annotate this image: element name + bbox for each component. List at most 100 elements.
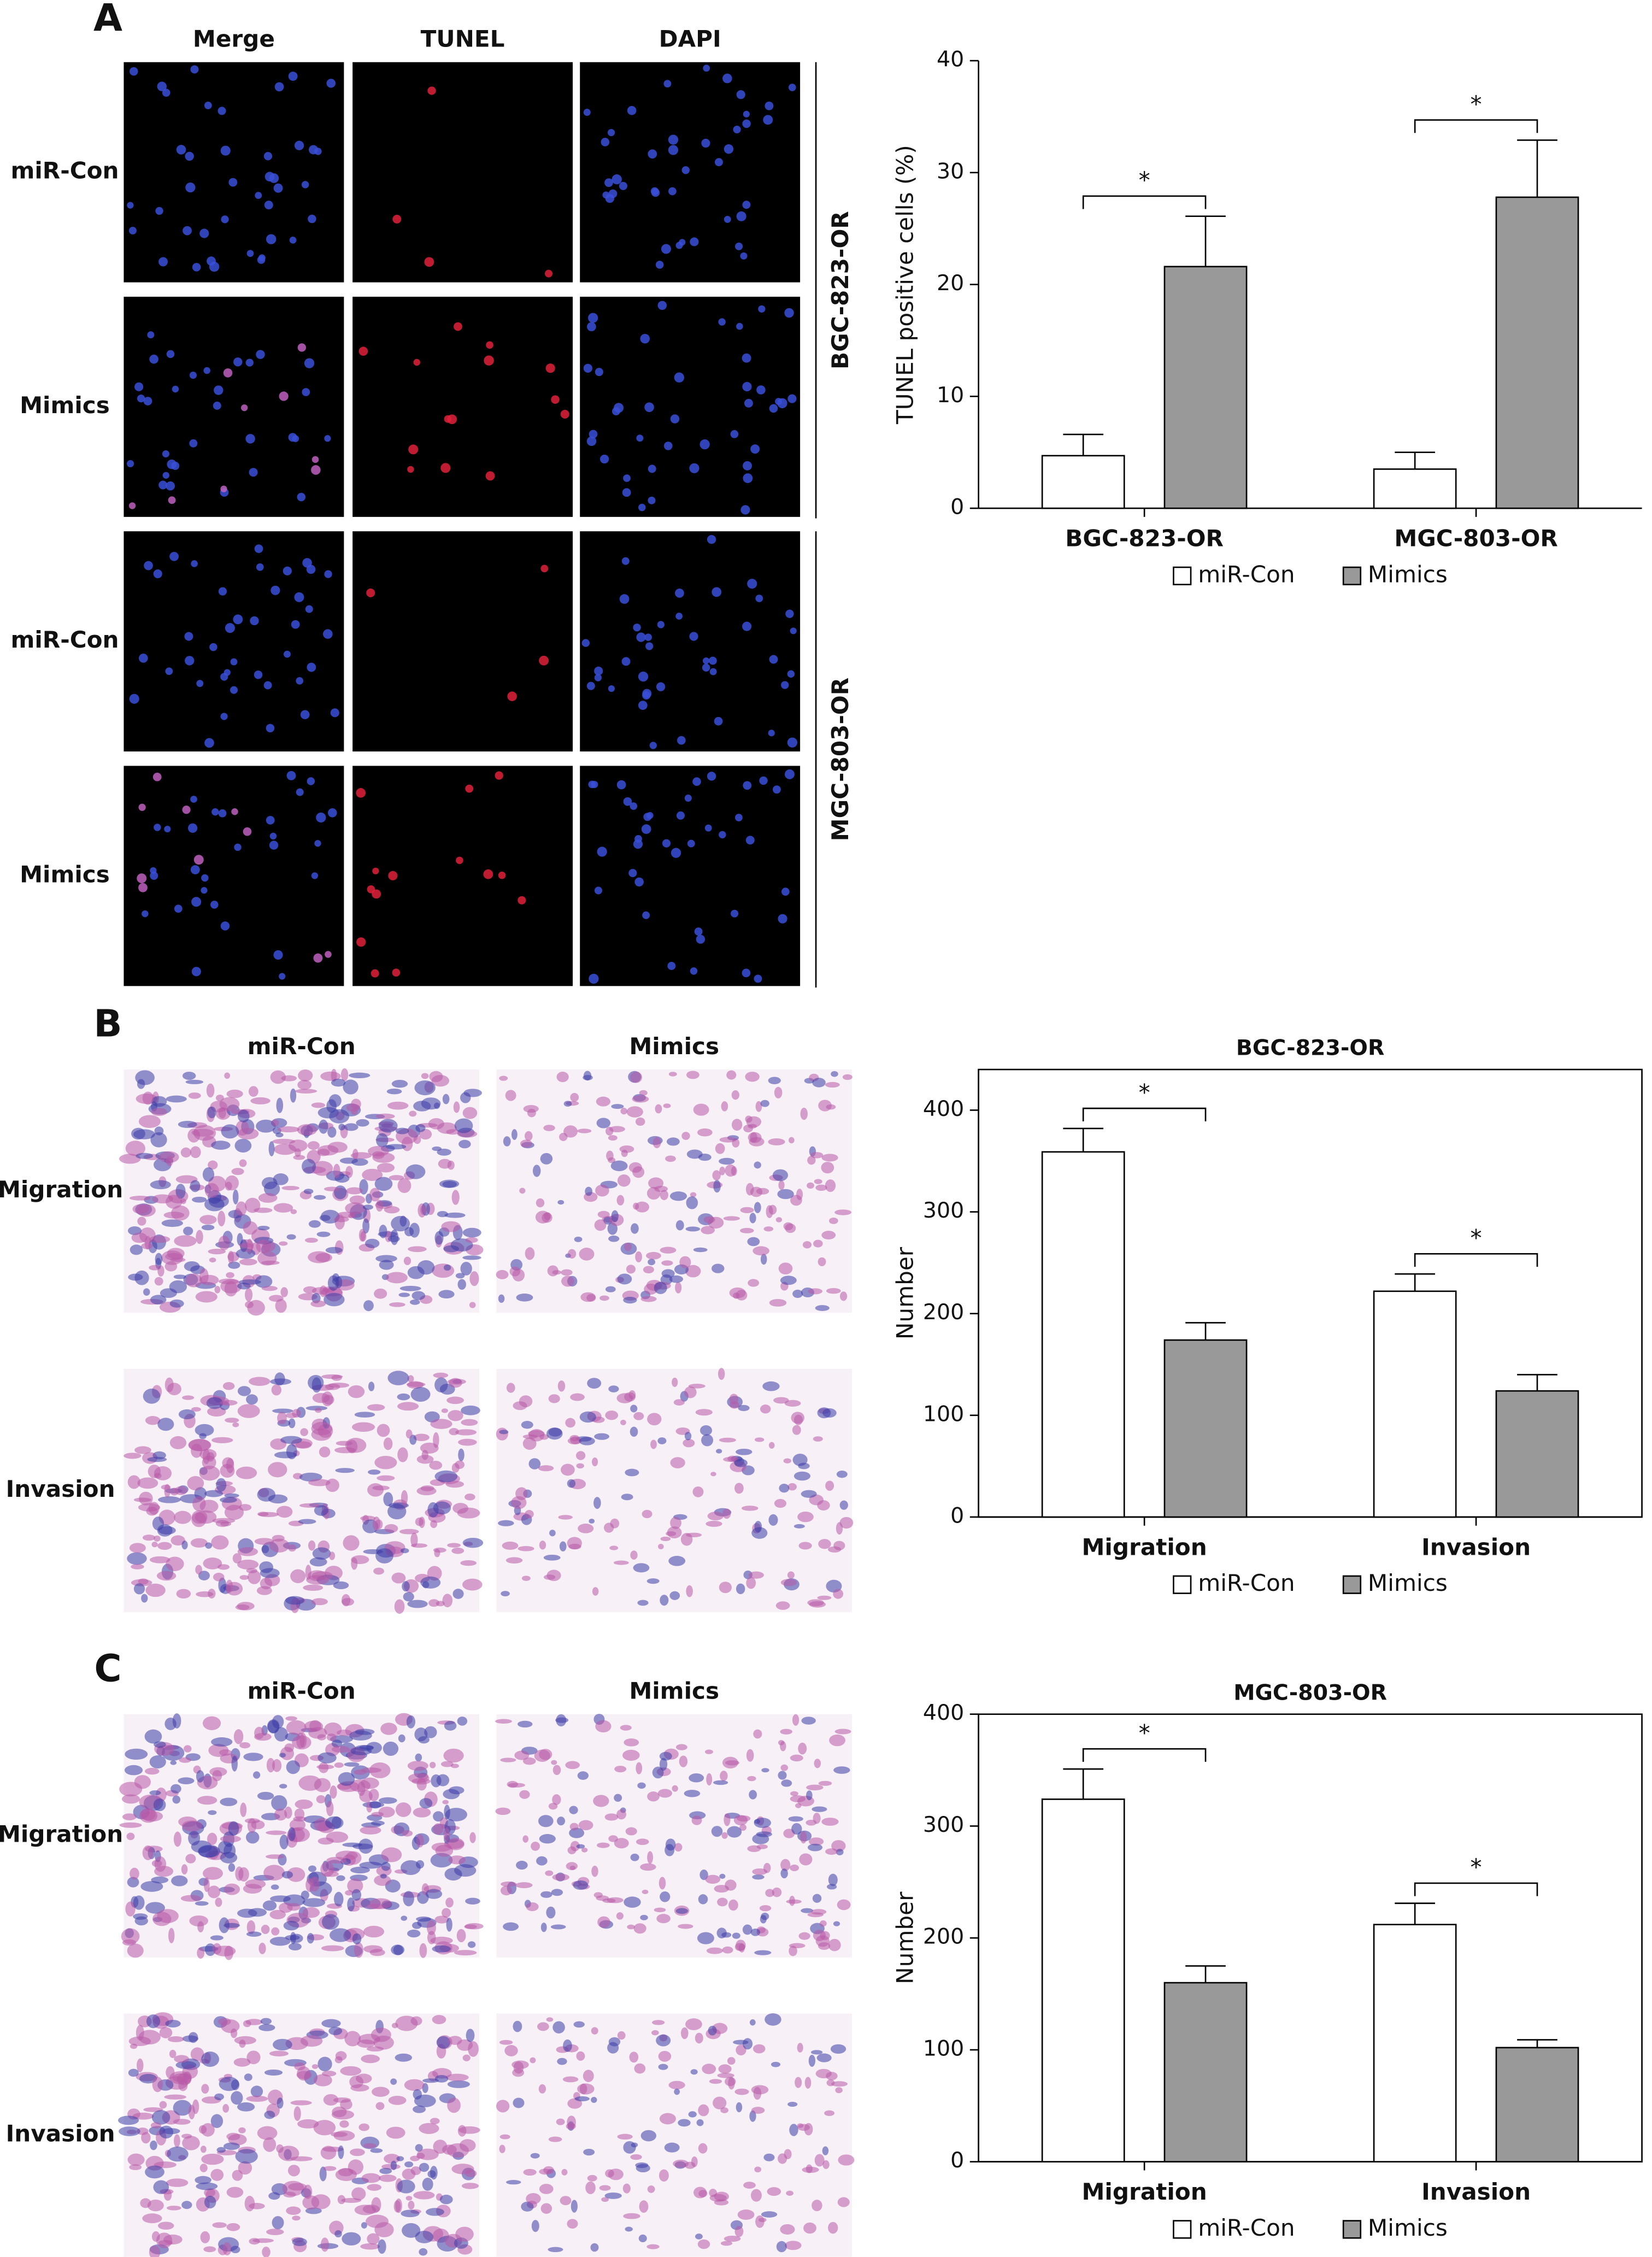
cell-blob [340,1068,349,1082]
cell-blob [748,1132,762,1143]
cell-blob [410,1543,428,1548]
cell-blob [648,1177,664,1189]
cell-blob [224,1946,233,1960]
cell-blob [148,1502,160,1515]
cell-blob [290,1569,306,1584]
cell-blob [666,1531,677,1536]
cell-dot [661,244,671,254]
cell-blob [161,1219,183,1227]
cell-dot [765,101,774,110]
cell-blob [277,1412,287,1425]
cell-blob [747,1845,761,1852]
cell-blob [398,1734,405,1743]
cell-dot [356,937,366,947]
cell-blob [532,1165,541,1177]
cell-blob [448,1855,466,1865]
cell-blob [228,1863,236,1872]
cell-blob [557,1380,566,1392]
cell-blob [784,1400,801,1407]
cell-dot [787,394,797,403]
cell-blob [821,1154,838,1162]
cell-dot [143,397,152,405]
cell-blob [540,2203,552,2214]
cell-blob [628,1162,642,1173]
cell-blob [742,1506,759,1511]
cell-blob [360,2243,380,2250]
micrograph [117,2012,480,2257]
cell-blob [657,1789,672,1798]
cell-blob [718,2064,732,2074]
cell-blob [344,1762,360,1767]
cell-blob [704,1749,713,1754]
cell-dot [214,385,224,395]
cell-dot [742,201,751,209]
cell-blob [311,1598,328,1606]
cell-dot [507,691,517,701]
cell-blob [734,2226,744,2237]
cell-blob [616,1912,624,1920]
cell-blob [825,1848,838,1855]
cell-blob [284,1743,294,1753]
cell-blob [391,1080,408,1088]
cell-blob [328,1383,350,1388]
cell-blob [535,1210,550,1224]
cell-dot [638,671,649,682]
cell-blob [453,1101,460,1113]
cell-dot [759,776,768,785]
cell-blob [711,1826,723,1837]
cell-dot [127,202,134,209]
cell-blob [350,1152,372,1159]
cell-blob [605,1410,619,1420]
cell-blob [710,1472,716,1477]
cell-blob [799,1853,813,1866]
cell-blob [430,1419,452,1429]
cell-blob [686,1585,693,1597]
cell-blob [531,2220,539,2232]
cell-dot [356,788,366,798]
cell-blob [543,1125,555,1131]
cell-blob [244,2073,252,2081]
cell-dot [190,865,200,874]
cell-blob [712,1170,721,1181]
cell-dot [279,391,289,401]
cell-dot [668,145,679,155]
cell-blob [521,2201,534,2212]
cell-dot [634,877,644,887]
cell-blob [839,1291,848,1301]
cell-blob [408,1246,427,1253]
cell-blob [169,2071,192,2084]
cell-blob [720,1771,728,1782]
cell-blob [791,1823,802,1835]
cell-dot [788,84,796,91]
cell-dot [551,395,560,404]
column-label: DAPI [659,26,721,52]
cell-blob [825,1179,836,1192]
cell-blob [399,1285,421,1291]
cell-blob [220,1797,238,1806]
cell-blob [188,1831,201,1846]
cell-blob [405,2196,413,2201]
legend-label: Mimics [1368,2214,1448,2241]
cell-blob [415,1753,422,1762]
y-tick-label: 0 [950,495,964,520]
cell-blob [834,1729,851,1735]
cell-blob [146,2014,161,2029]
cell-blob [389,1175,404,1180]
cell-blob [634,2063,646,2074]
cell-blob [311,1421,333,1436]
cell-blob [648,1259,656,1266]
cell-blob [543,1554,561,1561]
cell-blob [630,2154,642,2160]
cell-blob [736,1448,752,1455]
cell-dot [256,350,265,359]
cell-dot [372,867,379,874]
error-bar [1395,1902,1436,1925]
cell-blob [772,1887,782,1897]
cell-blob [608,1385,619,1392]
cell-blob [736,2102,743,2113]
cell-blob [226,2223,240,2231]
cell-blob [451,1190,460,1205]
cell-dot [668,134,679,145]
cell-dot [747,579,757,589]
cell-blob [140,1880,163,1892]
